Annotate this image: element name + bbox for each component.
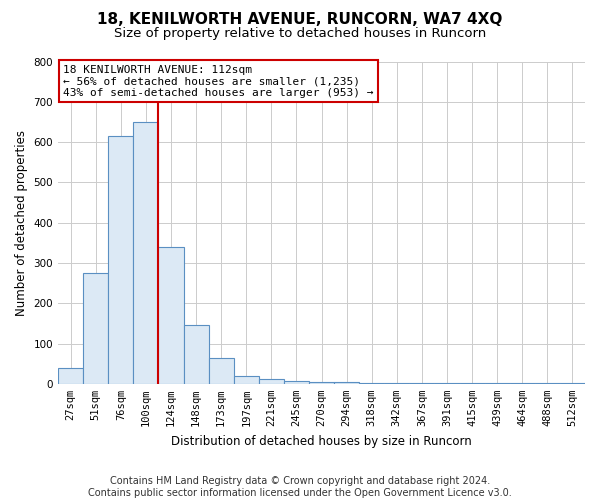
Bar bbox=[184, 326, 209, 384]
Y-axis label: Number of detached properties: Number of detached properties bbox=[15, 130, 28, 316]
Bar bbox=[284, 380, 309, 384]
Bar bbox=[83, 273, 108, 384]
X-axis label: Distribution of detached houses by size in Runcorn: Distribution of detached houses by size … bbox=[171, 434, 472, 448]
Bar bbox=[209, 358, 233, 384]
Bar bbox=[58, 368, 83, 384]
Bar bbox=[434, 383, 460, 384]
Text: Contains HM Land Registry data © Crown copyright and database right 2024.
Contai: Contains HM Land Registry data © Crown c… bbox=[88, 476, 512, 498]
Bar bbox=[334, 382, 359, 384]
Bar bbox=[233, 376, 259, 384]
Text: 18, KENILWORTH AVENUE, RUNCORN, WA7 4XQ: 18, KENILWORTH AVENUE, RUNCORN, WA7 4XQ bbox=[97, 12, 503, 28]
Bar bbox=[259, 379, 284, 384]
Bar bbox=[158, 247, 184, 384]
Bar bbox=[309, 382, 334, 384]
Text: Size of property relative to detached houses in Runcorn: Size of property relative to detached ho… bbox=[114, 28, 486, 40]
Bar bbox=[409, 383, 434, 384]
Text: 18 KENILWORTH AVENUE: 112sqm
← 56% of detached houses are smaller (1,235)
43% of: 18 KENILWORTH AVENUE: 112sqm ← 56% of de… bbox=[64, 64, 374, 98]
Bar bbox=[359, 382, 384, 384]
Bar bbox=[108, 136, 133, 384]
Bar bbox=[133, 122, 158, 384]
Bar bbox=[384, 383, 409, 384]
